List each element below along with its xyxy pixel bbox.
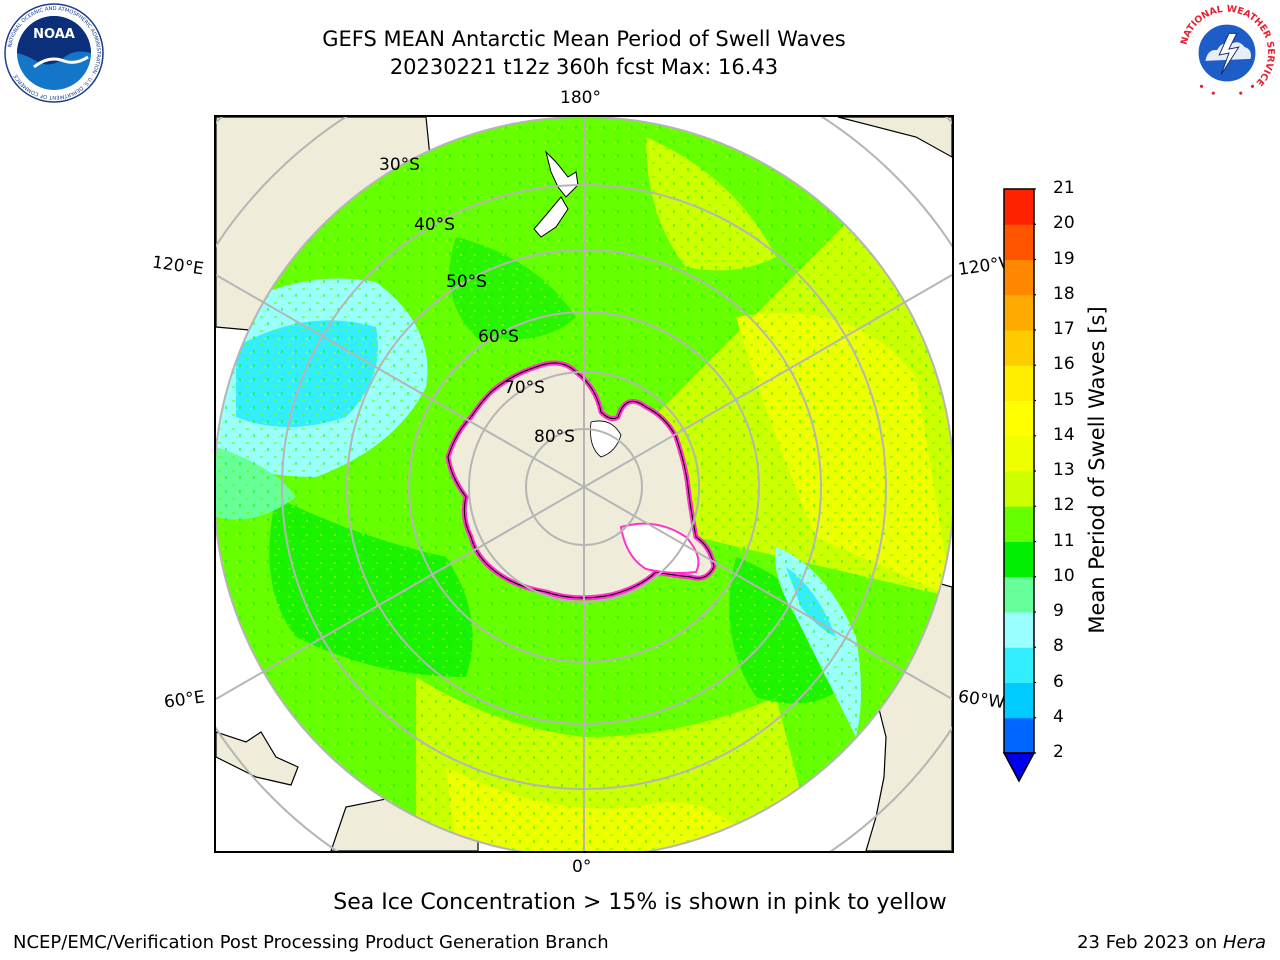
lat-label-40s: 40°S	[414, 215, 455, 235]
colorbar-tick-8: 8	[1053, 636, 1064, 657]
polar-map: 30°S 40°S 50°S 60°S 70°S 80°S	[214, 115, 954, 853]
lon-label-0: 0°	[572, 857, 592, 877]
colorbar-tick-9: 9	[1053, 601, 1064, 621]
noaa-logo: NATIONAL OCEANIC AND ATMOSPHERIC ADMINIS…	[4, 3, 104, 107]
colorbar-tick-20: 20	[1053, 213, 1075, 234]
colorbar-tick-4: 4	[1053, 706, 1064, 727]
colorbar-segment	[1004, 647, 1034, 683]
colorbar-tick-15: 15	[1053, 389, 1075, 410]
sea-ice-note: Sea Ice Concentration > 15% is shown in …	[333, 890, 947, 915]
lon-label-60e: 60°E	[162, 687, 207, 713]
map-subtitle: 20230221 t12z 360h fcst Max: 16.43	[389, 55, 779, 79]
colorbar-tick-11: 11	[1053, 530, 1075, 551]
colorbar-segment	[1004, 400, 1034, 437]
nws-logo: NATIONAL WEATHER SERVICE	[1178, 4, 1276, 106]
lon-label-60w: 60°W	[956, 686, 1007, 714]
colorbar-segment	[1004, 189, 1034, 225]
colorbar-tick-10: 10	[1053, 565, 1075, 586]
colorbar-tick-13: 13	[1053, 460, 1075, 480]
colorbar-segment	[1004, 224, 1034, 260]
noaa-logo-text: NOAA	[33, 27, 75, 42]
lat-label-50s: 50°S	[446, 272, 487, 292]
colorbar-tick-16: 16	[1053, 354, 1075, 375]
colorbar-segment	[1004, 576, 1034, 613]
colorbar-tick-12: 12	[1053, 495, 1075, 516]
graticule	[216, 117, 952, 851]
map-title: GEFS MEAN Antarctic Mean Period of Swell…	[322, 27, 846, 51]
lat-label-60s: 60°S	[478, 327, 519, 347]
colorbar-segment	[1004, 435, 1034, 472]
colorbar-tick-18: 18	[1053, 283, 1075, 304]
colorbar-segment	[1004, 294, 1034, 331]
colorbar-title: Mean Period of Swell Waves [s]	[1085, 306, 1109, 634]
colorbar-segment	[1004, 682, 1034, 719]
colorbar	[1002, 188, 1038, 788]
colorbar-tick-2: 2	[1053, 742, 1064, 762]
colorbar-tick-6: 6	[1053, 671, 1064, 692]
colorbar-tick-21: 21	[1053, 178, 1075, 198]
polar-map-canvas: 30°S 40°S 50°S 60°S 70°S 80°S	[216, 117, 952, 851]
lon-label-120e: 120°E	[150, 252, 205, 280]
colorbar-under-triangle	[1002, 752, 1036, 783]
colorbar-segment	[1004, 259, 1034, 296]
colorbar-segment	[1004, 330, 1034, 366]
colorbar-segment	[1004, 717, 1034, 754]
credit-date-text: 23 Feb 2023 on	[1077, 932, 1223, 953]
colorbar-segment	[1004, 365, 1034, 401]
credit-date: 23 Feb 2023 on Hera	[1077, 932, 1266, 953]
lat-label-30s: 30°S	[379, 155, 420, 175]
lat-label-70s: 70°S	[504, 378, 545, 398]
colorbar-tick-19: 19	[1053, 248, 1075, 269]
credit-branch: NCEP/EMC/Verification Post Processing Pr…	[13, 932, 609, 953]
colorbar-segment	[1004, 471, 1034, 507]
colorbar-tick-17: 17	[1053, 319, 1075, 339]
lat-label-80s: 80°S	[534, 427, 575, 447]
colorbar-segment	[1004, 541, 1034, 578]
colorbar-segment	[1004, 506, 1034, 542]
credit-system: Hera	[1222, 932, 1266, 953]
antarctica	[445, 360, 717, 601]
latitude-labels: 30°S 40°S 50°S 60°S 70°S 80°S	[379, 155, 575, 447]
colorbar-tick-14: 14	[1053, 424, 1075, 445]
colorbar-strip	[1002, 188, 1038, 783]
colorbar-segment	[1004, 612, 1034, 648]
lon-label-180: 180°	[560, 88, 601, 108]
